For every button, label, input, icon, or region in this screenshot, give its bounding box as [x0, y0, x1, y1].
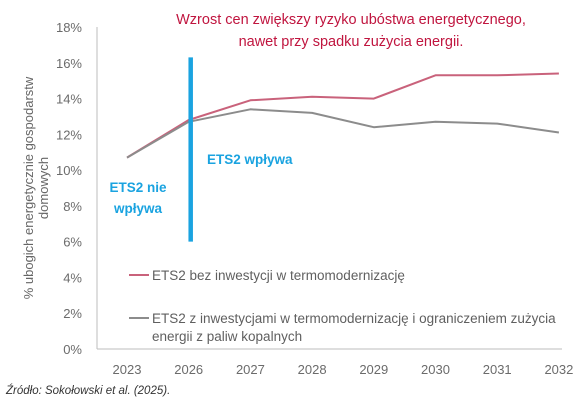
legend-label-2: ETS2 z inwestycjami w termomodernizację …	[152, 311, 556, 344]
chart-title: Wzrost cen zwiększy ryzyko ubóstwa energ…	[176, 12, 526, 50]
annotation-line: wpływa	[113, 201, 163, 216]
chart-title-line-1: Wzrost cen zwiększy ryzyko ubóstwa energ…	[176, 12, 526, 28]
y-tick-label: 16%	[56, 56, 82, 71]
x-tick-label: 2023	[113, 362, 142, 377]
x-tick-label: 2032	[544, 362, 573, 377]
legend-label-1: ETS2 bez inwestycji w termomodernizację	[152, 268, 405, 283]
annotation-ets2-no-effect: ETS2 nie wpływa	[109, 180, 167, 216]
x-tick-label: 2027	[236, 362, 265, 377]
y-tick-label: 0%	[63, 342, 82, 357]
series-line-1	[126, 72, 559, 159]
x-tick-label: 2028	[298, 362, 327, 377]
y-axis-ticks: 0% 2% 4% 6% 8% 10% 12% 14% 16% 18%	[56, 20, 82, 357]
y-axis-label-line-2: domowych	[36, 157, 51, 219]
y-axis-label: % ubogich energetycznie gospodarstwdomow…	[21, 76, 51, 299]
x-tick-label: 2030	[421, 362, 450, 377]
legend: ETS2 bez inwestycji w termomodernizację E…	[129, 268, 556, 344]
y-tick-label: 14%	[56, 92, 82, 107]
y-tick-label: 12%	[56, 127, 82, 142]
x-tick-label: 2029	[359, 362, 388, 377]
chart-title-line-2: nawet przy spadku zużycia energii.	[239, 34, 464, 50]
x-tick-label: 2026	[174, 362, 203, 377]
series-lines	[126, 72, 560, 159]
source-note: Źródło: Sokołowski et al. (2025).	[6, 385, 171, 397]
annotation-ets2-effect: ETS2 wpływa	[207, 152, 293, 167]
axes	[96, 27, 562, 350]
y-tick-label: 18%	[56, 20, 82, 35]
x-tick-label: 2031	[483, 362, 512, 377]
x-axis-ticks: 2023 2026 2027 2028 2029 2030 2031 2032	[113, 362, 574, 377]
annotation-line: ETS2 nie	[109, 180, 167, 195]
y-tick-label: 2%	[63, 306, 82, 321]
y-tick-label: 6%	[63, 235, 82, 250]
annotations: ETS2 nie wpływa ETS2 wpływa	[109, 152, 293, 216]
y-tick-label: 8%	[63, 199, 82, 214]
y-axis-label-text: % ubogich energetycznie gospodarstwdomow…	[21, 76, 51, 299]
y-tick-label: 10%	[56, 163, 82, 178]
series-line-2	[126, 108, 560, 159]
y-axis-label-line-1: % ubogich energetycznie gospodarstw	[21, 76, 36, 299]
legend-label-2-line-2: energii z paliw kopalnych	[152, 329, 302, 344]
legend-label-2-line-1: ETS2 z inwestycjami w termomodernizację …	[152, 311, 556, 326]
y-tick-label: 4%	[63, 270, 82, 285]
